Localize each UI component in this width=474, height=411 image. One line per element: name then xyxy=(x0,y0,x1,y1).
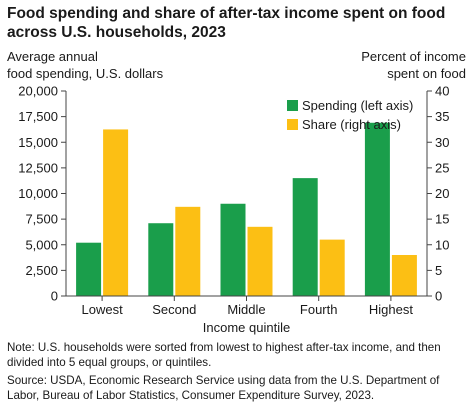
bar-share-middle xyxy=(247,226,273,296)
x-axis-tick-label: Middle xyxy=(227,302,265,317)
left-axis-label: Average annual food spending, U.S. dolla… xyxy=(7,48,207,82)
left-axis-tick-label: 2,500 xyxy=(25,263,58,278)
right-axis-label-line2: spent on food xyxy=(387,66,466,81)
chart-source: Source: USDA, Economic Research Service … xyxy=(7,374,440,402)
left-axis-tick-label: 7,500 xyxy=(25,212,58,227)
left-axis-tick-label: 12,500 xyxy=(18,160,58,175)
right-axis-tick-label: 40 xyxy=(435,84,449,99)
left-axis-tick-label: 15,000 xyxy=(18,135,58,150)
bar-spending-lowest xyxy=(76,242,102,296)
chart-plot: 0 2,500 5,000 7,500 10,000 12,500 15,000 17,500… xyxy=(18,84,449,336)
left-axis-tick-label: 20,000 xyxy=(18,84,58,99)
bar-share-fourth xyxy=(319,239,345,296)
left-axis-label-line2: food spending, U.S. dollars xyxy=(7,66,164,81)
right-axis-tick-label: 30 xyxy=(435,135,449,150)
right-axis-tick-label: 0 xyxy=(435,289,442,304)
right-axis-label: Percent of income spent on food xyxy=(266,48,466,82)
left-axis-label-line1: Average annual xyxy=(7,49,98,64)
left-axis-tick-label: 10,000 xyxy=(18,186,58,201)
right-axis-label-line1: Percent of income xyxy=(361,49,466,64)
bar-spending-highest xyxy=(364,122,390,297)
bar-spending-middle xyxy=(220,203,246,296)
x-axis-tick-label: Lowest xyxy=(81,302,123,317)
left-axis-tick-label: 17,500 xyxy=(18,109,58,124)
right-axis-tick-label: 10 xyxy=(435,237,449,252)
x-axis-label: Income quintile xyxy=(203,320,290,335)
x-axis-tick-label: Second xyxy=(152,302,196,317)
left-axis-tick-label: 0 xyxy=(51,289,58,304)
chart-title: Food spending and share of after-tax inc… xyxy=(7,5,446,41)
x-axis-tick-label: Highest xyxy=(369,302,413,317)
chart-note: Note: U.S. households were sorted from l… xyxy=(7,341,441,369)
x-axis-tick-label: Fourth xyxy=(300,302,338,317)
right-axis-tick-label: 15 xyxy=(435,212,449,227)
legend-label-share: Share (right axis) xyxy=(302,117,401,132)
bar-share-highest xyxy=(391,255,417,296)
bar-spending-second xyxy=(148,223,174,296)
right-axis-tick-label: 20 xyxy=(435,186,449,201)
bar-share-lowest xyxy=(103,129,129,296)
legend-swatch-spending xyxy=(287,100,298,111)
legend-label-spending: Spending (left axis) xyxy=(302,98,413,113)
right-axis-tick-label: 35 xyxy=(435,109,449,124)
bar-share-second xyxy=(175,206,201,296)
left-axis-tick-label: 5,000 xyxy=(25,237,58,252)
right-axis-tick-label: 25 xyxy=(435,160,449,175)
legend-swatch-share xyxy=(287,119,298,130)
bar-spending-fourth xyxy=(292,178,318,296)
right-axis-tick-label: 5 xyxy=(435,263,442,278)
